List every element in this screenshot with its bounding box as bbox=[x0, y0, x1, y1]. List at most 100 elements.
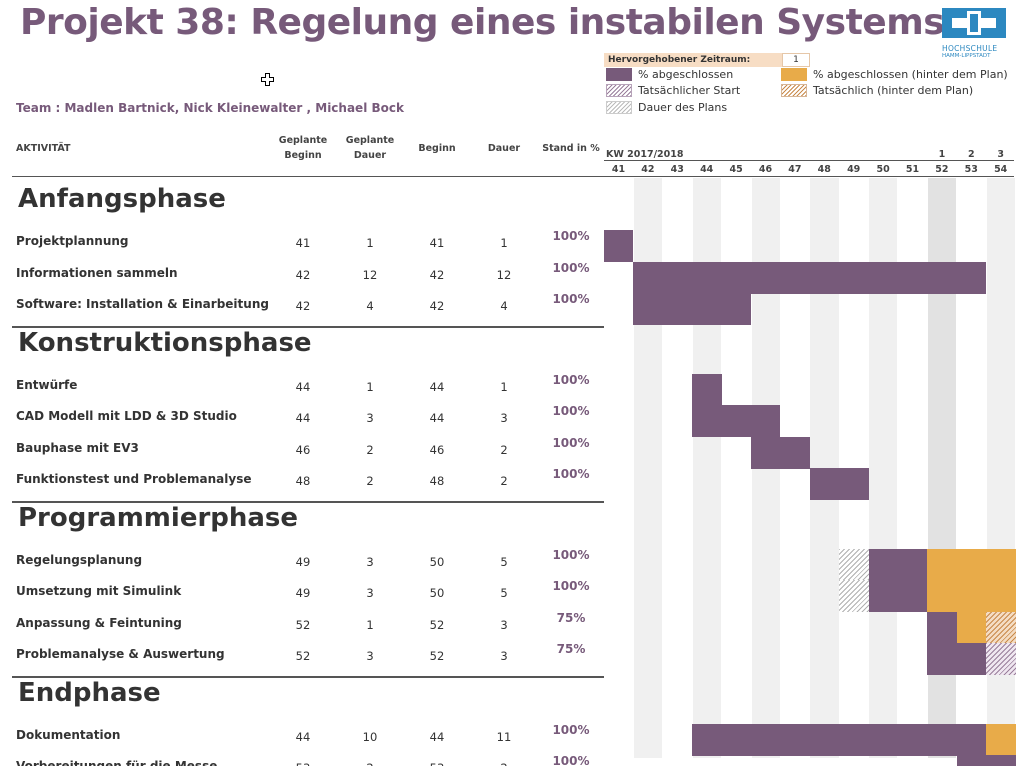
highlight-period-label: Hervorgehobener Zeitraum: bbox=[608, 55, 751, 65]
gantt-bar-done bbox=[809, 468, 869, 500]
task-percent-complete[interactable]: 100% bbox=[552, 722, 590, 737]
task-percent-complete[interactable]: 100% bbox=[552, 579, 590, 593]
task-start[interactable]: 46 bbox=[429, 442, 445, 457]
phase-separator bbox=[12, 500, 604, 503]
task-percent-complete[interactable]: 100% bbox=[552, 372, 590, 387]
task-dur[interactable]: 2 bbox=[500, 474, 508, 488]
task-dur[interactable]: 3 bbox=[500, 411, 508, 425]
task-start[interactable]: 42 bbox=[429, 267, 445, 282]
task-plan-dur[interactable]: 4 bbox=[366, 299, 374, 313]
task-start[interactable]: 42 bbox=[429, 299, 445, 313]
legend-label-done: % abgeschlossen bbox=[638, 68, 734, 81]
task-plan-dur[interactable]: 12 bbox=[362, 267, 378, 282]
task-percent-complete[interactable]: 100% bbox=[552, 292, 590, 306]
task-dur[interactable]: 3 bbox=[500, 617, 508, 632]
task-plan-start[interactable]: 42 bbox=[295, 267, 311, 282]
task-percent-complete[interactable]: 75% bbox=[556, 642, 586, 656]
week-number: 42 bbox=[641, 164, 655, 175]
task-name[interactable]: Software: Installation & Einarbeitung bbox=[16, 297, 269, 311]
legend-done: % abgeschlossen bbox=[606, 68, 733, 81]
task-percent-complete[interactable]: 100% bbox=[552, 404, 590, 418]
task-name[interactable]: Dokumentation bbox=[16, 727, 121, 742]
task-plan-start[interactable]: 42 bbox=[295, 299, 311, 313]
task-plan-start[interactable]: 48 bbox=[295, 474, 311, 488]
header-duration: Dauer bbox=[487, 143, 521, 154]
task-start[interactable]: 48 bbox=[429, 474, 445, 488]
task-plan-start[interactable]: 44 bbox=[295, 729, 311, 744]
task-percent-complete[interactable]: 100% bbox=[552, 467, 590, 481]
task-percent-complete[interactable]: 100% bbox=[552, 754, 590, 766]
task-plan-dur[interactable]: 1 bbox=[366, 236, 374, 250]
task-plan-dur[interactable]: 2 bbox=[345, 761, 395, 766]
task-plan-start[interactable]: 44 bbox=[295, 411, 311, 425]
task-plan-dur[interactable]: 1 bbox=[366, 379, 374, 394]
task-percent-complete[interactable]: 100% bbox=[552, 260, 590, 275]
task-name[interactable]: Vorbereitungen für die Messe bbox=[16, 759, 218, 766]
task-plan-start[interactable]: 49 bbox=[295, 586, 311, 600]
legend-actual-late: Tatsächlich (hinter dem Plan) bbox=[781, 84, 973, 97]
task-plan-dur[interactable]: 3 bbox=[366, 411, 374, 425]
task-start[interactable]: 50 bbox=[429, 554, 445, 569]
task-plan-dur[interactable]: 3 bbox=[366, 554, 374, 569]
task-start[interactable]: 50 bbox=[429, 586, 445, 600]
task-name[interactable]: Projektplannung bbox=[16, 234, 129, 248]
header-planned-duration: Geplante Dauer bbox=[340, 133, 400, 163]
task-dur[interactable]: 2 bbox=[500, 442, 508, 457]
task-dur[interactable]: 1 bbox=[500, 236, 508, 250]
task-name[interactable]: Bauphase mit EV3 bbox=[16, 440, 139, 455]
task-start[interactable]: 44 bbox=[429, 379, 445, 394]
task-name[interactable]: Problemanalyse & Auswertung bbox=[16, 647, 225, 661]
task-percent-complete[interactable]: 75% bbox=[556, 610, 586, 625]
task-start[interactable]: 41 bbox=[429, 236, 445, 250]
task-dur[interactable]: 11 bbox=[496, 729, 512, 744]
task-start[interactable]: 53 bbox=[412, 761, 462, 766]
task-dur[interactable]: 12 bbox=[496, 267, 512, 282]
task-name[interactable]: Regelungsplanung bbox=[16, 552, 143, 567]
legend-label-done-late: % abgeschlossen (hinter dem Plan) bbox=[813, 68, 1008, 81]
task-name[interactable]: Funktionstest und Problemanalyse bbox=[16, 472, 252, 486]
task-start[interactable]: 44 bbox=[429, 729, 445, 744]
task-percent-complete[interactable]: 100% bbox=[552, 435, 590, 450]
task-plan-start[interactable]: 49 bbox=[295, 554, 311, 569]
task-plan-start[interactable]: 52 bbox=[295, 617, 311, 632]
week-number: 47 bbox=[788, 164, 802, 175]
task-plan-start[interactable]: 46 bbox=[295, 442, 311, 457]
task-start[interactable]: 44 bbox=[429, 411, 445, 425]
week-number: 52 bbox=[935, 164, 949, 175]
task-plan-dur[interactable]: 1 bbox=[366, 617, 374, 632]
header-planned-start-line2: Beginn bbox=[284, 150, 322, 161]
task-plan-dur[interactable]: 2 bbox=[366, 442, 374, 457]
task-plan-start[interactable]: 52 bbox=[295, 649, 311, 663]
task-name[interactable]: Informationen sammeln bbox=[16, 265, 178, 280]
university-logo: HOCHSCHULE HAMM-LIPPSTADT bbox=[942, 8, 1008, 59]
gantt-bar-late bbox=[927, 580, 1016, 612]
task-plan-start[interactable]: 44 bbox=[295, 379, 311, 394]
header-status: Stand in % bbox=[542, 143, 600, 154]
task-dur[interactable]: 1 bbox=[500, 379, 508, 394]
gantt-bar-late bbox=[956, 611, 987, 644]
task-dur[interactable]: 3 bbox=[500, 649, 508, 663]
task-plan-dur[interactable]: 2 bbox=[366, 474, 374, 488]
legend-label-plan-duration: Dauer des Plans bbox=[638, 101, 728, 114]
task-dur[interactable]: 4 bbox=[500, 299, 508, 313]
task-dur[interactable]: 2 bbox=[479, 761, 529, 766]
task-name[interactable]: Anpassung & Feintuning bbox=[16, 615, 182, 630]
gantt-bar-late bbox=[927, 548, 1016, 581]
task-percent-complete[interactable]: 100% bbox=[552, 547, 590, 562]
highlight-period-input[interactable]: 1 bbox=[782, 53, 810, 67]
task-plan-dur[interactable]: 3 bbox=[366, 586, 374, 600]
phase-heading: Endphase bbox=[18, 677, 161, 708]
task-percent-complete[interactable]: 100% bbox=[552, 229, 590, 243]
task-dur[interactable]: 5 bbox=[500, 554, 508, 569]
task-dur[interactable]: 5 bbox=[500, 586, 508, 600]
task-start[interactable]: 52 bbox=[429, 617, 445, 632]
task-start[interactable]: 52 bbox=[429, 649, 445, 663]
legend-swatch-actual-late bbox=[781, 84, 807, 97]
task-plan-start[interactable]: 53 bbox=[278, 761, 328, 766]
task-plan-dur[interactable]: 3 bbox=[366, 649, 374, 663]
task-plan-start[interactable]: 41 bbox=[295, 236, 311, 250]
task-name[interactable]: Entwürfe bbox=[16, 377, 78, 392]
task-name[interactable]: CAD Modell mit LDD & 3D Studio bbox=[16, 409, 237, 423]
task-plan-dur[interactable]: 10 bbox=[362, 729, 378, 744]
task-name[interactable]: Umsetzung mit Simulink bbox=[16, 584, 182, 598]
